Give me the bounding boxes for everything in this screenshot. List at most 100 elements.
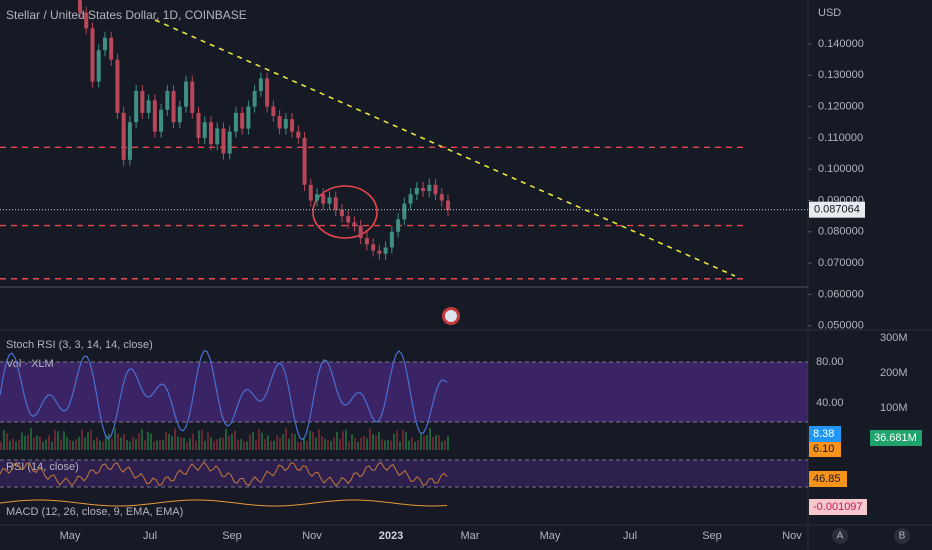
candle: [302, 137, 307, 185]
volume-bar: [21, 432, 23, 450]
scale-button[interactable]: [832, 528, 848, 544]
volume-bar: [291, 433, 293, 450]
price-tag-label: 0.087064: [814, 204, 860, 216]
volume-bar: [387, 439, 389, 450]
volume-bar: [75, 439, 77, 450]
rsi-line: [0, 461, 448, 487]
volume-bar: [189, 438, 191, 450]
volume-bar: [249, 434, 251, 450]
volume-bar: [180, 437, 182, 450]
volume-bar: [168, 433, 170, 450]
stoch-tick-label: 40.00: [816, 397, 844, 409]
volume-bar: [360, 437, 362, 450]
time-tick-label: Jul: [623, 530, 637, 542]
volume-tick-label: 100M: [880, 402, 908, 414]
price-tick-label: 0.050000: [818, 320, 864, 332]
candle: [152, 100, 157, 132]
volume-bar: [279, 437, 281, 450]
volume-bar: [201, 430, 203, 450]
candle: [240, 112, 245, 129]
volume-bar: [198, 430, 200, 450]
time-tick-label: Mar: [461, 530, 480, 542]
volume-bar: [246, 441, 248, 450]
volume-bar: [36, 435, 38, 450]
volume-bar: [105, 435, 107, 450]
volume-bar: [297, 441, 299, 450]
volume-bar: [348, 441, 350, 450]
volume-bar: [222, 437, 224, 450]
volume-bar: [177, 436, 179, 450]
volume-bar: [351, 434, 353, 450]
macd-line: [0, 499, 448, 507]
candle: [339, 209, 344, 217]
candle: [121, 112, 126, 160]
value-tag: [870, 430, 922, 446]
volume-bar: [132, 436, 134, 450]
volume-bar: [312, 432, 314, 450]
volume-bar: [408, 440, 410, 450]
volume-bar: [264, 439, 266, 450]
candle: [333, 197, 338, 210]
volume-bar: [444, 440, 446, 450]
indicator-label: MACD (12, 26, close, 9, EMA, EMA): [6, 506, 183, 518]
volume-bar: [309, 430, 311, 450]
volume-bar: [243, 441, 245, 450]
candle: [371, 244, 376, 251]
candle: [308, 184, 313, 201]
volume-bar: [18, 439, 20, 450]
volume-bar: [54, 430, 56, 450]
price-tag: [809, 201, 865, 218]
volume-bar: [9, 440, 11, 450]
volume-bar: [33, 437, 35, 450]
candle: [408, 194, 413, 204]
candle: [102, 37, 107, 51]
rsi-band: [0, 460, 808, 487]
candle: [352, 222, 357, 226]
volume-bar: [381, 439, 383, 450]
scale-button[interactable]: [894, 528, 910, 544]
volume-bar: [165, 431, 167, 450]
volume-bar: [384, 440, 386, 450]
volume-bar: [12, 438, 14, 450]
volume-bar: [210, 437, 212, 450]
volume-bar: [231, 433, 233, 450]
volume-bar: [186, 441, 188, 450]
candle: [202, 122, 207, 138]
volume-bar: [414, 441, 416, 450]
volume-bar: [411, 437, 413, 450]
candle: [315, 194, 320, 201]
volume-bar: [240, 438, 242, 450]
candle: [146, 100, 151, 113]
volume-bar: [300, 441, 302, 450]
volume-bar: [321, 436, 323, 450]
candle: [265, 78, 270, 107]
volume-bar: [267, 435, 269, 450]
volume-bar: [48, 435, 50, 450]
volume-bar: [357, 441, 359, 450]
volume-bar: [57, 431, 59, 450]
indicator-label: RSI (14, close): [6, 461, 79, 473]
volume-bar: [96, 437, 98, 450]
volume-bar: [3, 430, 5, 450]
volume-bar: [99, 440, 101, 450]
volume-bar: [276, 435, 278, 450]
volume-bar: [228, 435, 230, 450]
volume-bar: [126, 440, 128, 450]
volume-bar: [303, 438, 305, 450]
volume-bar: [339, 439, 341, 450]
candle: [296, 131, 301, 138]
volume-bar: [342, 431, 344, 450]
volume-bar: [159, 439, 161, 450]
volume-bar: [213, 441, 215, 450]
time-tick-label: Nov: [302, 530, 322, 542]
candle: [321, 194, 326, 204]
volume-bar: [396, 430, 398, 450]
currency: USD: [818, 7, 841, 19]
volume-bar: [15, 441, 17, 450]
stoch-line: [0, 349, 448, 441]
volume-bar: [60, 439, 62, 450]
volume-bar: [78, 436, 80, 450]
candle: [90, 28, 95, 82]
candle: [414, 187, 419, 195]
